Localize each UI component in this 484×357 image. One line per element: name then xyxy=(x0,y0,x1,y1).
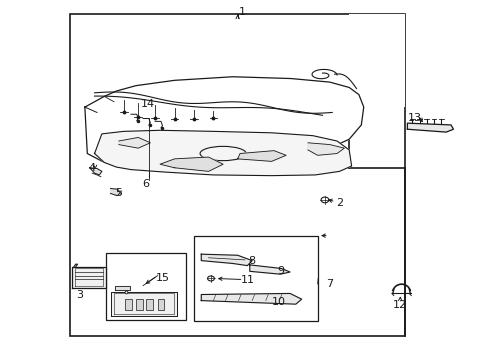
Bar xyxy=(70,14,404,336)
Bar xyxy=(136,299,142,310)
Bar xyxy=(194,236,317,321)
Text: 9: 9 xyxy=(277,266,284,276)
Text: 2: 2 xyxy=(335,198,342,208)
Bar xyxy=(125,299,132,310)
Polygon shape xyxy=(90,168,102,175)
Polygon shape xyxy=(119,137,150,148)
Bar xyxy=(157,299,164,310)
Polygon shape xyxy=(249,265,289,274)
Polygon shape xyxy=(85,77,363,164)
Text: 5: 5 xyxy=(115,188,122,198)
Text: 11: 11 xyxy=(240,275,254,285)
Text: 4: 4 xyxy=(89,163,95,173)
Text: 7: 7 xyxy=(326,279,333,289)
Polygon shape xyxy=(72,267,106,288)
Polygon shape xyxy=(237,151,286,161)
Text: 13: 13 xyxy=(407,113,421,123)
Text: 10: 10 xyxy=(272,297,285,307)
Polygon shape xyxy=(307,143,344,155)
Bar xyxy=(146,299,153,310)
Text: 12: 12 xyxy=(392,300,407,310)
Polygon shape xyxy=(201,254,252,266)
Text: 3: 3 xyxy=(76,290,83,300)
Text: 1: 1 xyxy=(239,7,245,17)
Text: 14: 14 xyxy=(140,99,155,109)
Polygon shape xyxy=(115,286,130,290)
Bar xyxy=(348,14,404,107)
Text: 8: 8 xyxy=(248,256,255,266)
Polygon shape xyxy=(160,157,223,171)
Polygon shape xyxy=(110,292,177,316)
Polygon shape xyxy=(110,188,120,196)
Polygon shape xyxy=(94,130,351,176)
Polygon shape xyxy=(407,123,453,132)
Polygon shape xyxy=(201,293,301,304)
Bar xyxy=(106,253,185,320)
Text: 15: 15 xyxy=(155,273,169,283)
Text: 6: 6 xyxy=(142,179,149,189)
